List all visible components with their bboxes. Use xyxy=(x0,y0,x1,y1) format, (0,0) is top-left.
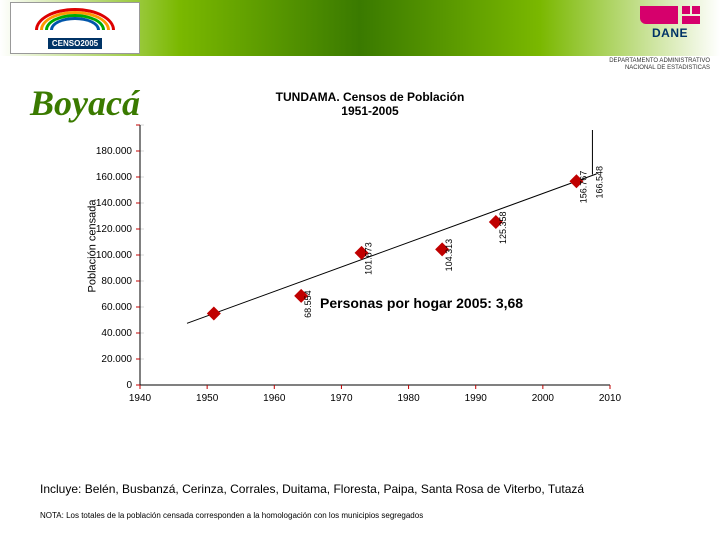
svg-text:1980: 1980 xyxy=(397,393,420,404)
dane-text: DANE xyxy=(652,26,688,40)
svg-text:180.000: 180.000 xyxy=(96,146,133,157)
chart-title: TUNDAMA. Censos de Población 1951-2005 xyxy=(90,90,650,119)
svg-text:1970: 1970 xyxy=(330,393,353,404)
footnote: NOTA: Los totales de la población censad… xyxy=(40,511,680,520)
censo-logo: CENSO2005 xyxy=(10,2,140,54)
svg-text:1990: 1990 xyxy=(465,393,488,404)
footer-includes: Incluye: Belén, Busbanzá, Cerinza, Corra… xyxy=(40,482,680,498)
svg-text:125.358: 125.358 xyxy=(498,211,508,244)
annotation-text: Personas por hogar 2005: 3,68 xyxy=(320,295,523,311)
censo-label: CENSO2005 xyxy=(48,38,102,49)
svg-text:160.000: 160.000 xyxy=(96,172,133,183)
svg-text:166.548: 166.548 xyxy=(594,166,604,199)
svg-text:101.673: 101.673 xyxy=(364,242,374,275)
svg-text:0: 0 xyxy=(126,380,132,391)
subhead-line1: DEPARTAMENTO ADMINISTRATIVO xyxy=(609,58,710,65)
rainbow-icon xyxy=(35,8,115,36)
svg-text:104.313: 104.313 xyxy=(444,239,454,272)
chart-container: TUNDAMA. Censos de Población 1951-2005 P… xyxy=(90,90,650,420)
svg-text:120.000: 120.000 xyxy=(96,224,133,235)
svg-text:140.000: 140.000 xyxy=(96,198,133,209)
svg-text:100.000: 100.000 xyxy=(96,250,133,261)
chart-title-line2: 1951-2005 xyxy=(341,104,398,118)
chart-title-line1: TUNDAMA. Censos de Población xyxy=(276,90,465,104)
svg-text:40.000: 40.000 xyxy=(101,328,132,339)
svg-text:1960: 1960 xyxy=(263,393,286,404)
svg-text:60.000: 60.000 xyxy=(101,302,132,313)
svg-text:2000: 2000 xyxy=(532,393,555,404)
svg-text:80.000: 80.000 xyxy=(101,276,132,287)
subhead-line2: NACIONAL DE ESTADISTICAS xyxy=(609,65,710,72)
chart-svg: 0 20.000 40.000 60.000 80.000 100.000 120.000 1… xyxy=(90,120,650,420)
svg-text:2010: 2010 xyxy=(599,393,622,404)
svg-text:1950: 1950 xyxy=(196,393,219,404)
dane-subhead: DEPARTAMENTO ADMINISTRATIVO NACIONAL DE … xyxy=(609,58,710,71)
svg-text:1940: 1940 xyxy=(129,393,152,404)
dane-icon xyxy=(640,4,700,26)
svg-text:20.000: 20.000 xyxy=(101,354,132,365)
dane-logo: DANE xyxy=(630,4,710,48)
svg-text:68.554: 68.554 xyxy=(303,290,313,318)
svg-text:156.767: 156.767 xyxy=(578,171,588,204)
